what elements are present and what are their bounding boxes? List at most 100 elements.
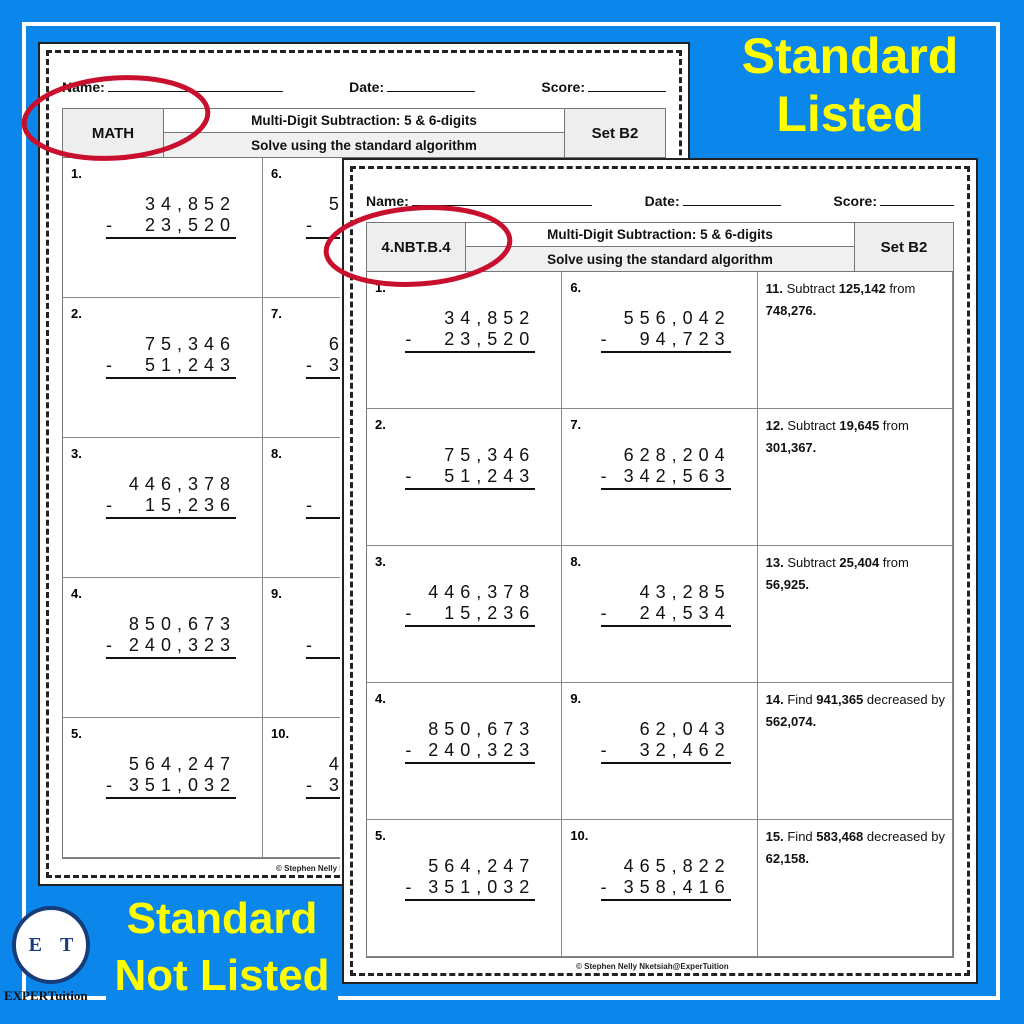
minus-sign: - — [106, 495, 118, 515]
set-label: Set B2 — [591, 124, 639, 142]
word-problem: 15. Find 583,468 decreased by 62,158. — [765, 829, 945, 866]
standard-code: MATH — [91, 124, 135, 142]
minuend: 628,204 — [623, 445, 731, 465]
problem-cell: 3. 446,378 - 15,236 — [63, 438, 263, 578]
problem-number: 9. — [271, 586, 282, 601]
subtrahend: 51,243 — [144, 355, 236, 375]
problem-number: 6. — [570, 280, 582, 295]
minus-sign: - — [405, 877, 418, 897]
worksheet-title: Multi-Digit Subtraction: 5 & 6-digits — [163, 109, 565, 133]
problem-grid: 1. 34,852 - 23,520 2. 75,346 - 51,243 3. 4… — [366, 272, 954, 958]
problem-grid: 1. 34,852 - 23,520 2. 75,346 - 51,243 3. 4… — [62, 158, 340, 859]
minus-sign: - — [600, 466, 613, 486]
subtraction-problem: 628,204 -342,563 — [600, 445, 731, 490]
minus-sign: - — [306, 495, 318, 515]
problem-number: 10. — [271, 726, 290, 741]
label-line: Listed — [776, 85, 924, 142]
problem-cell: 5. 564,247 -351,032 — [63, 718, 263, 858]
worksheet-title: Multi-Digit Subtraction: 5 & 6-digits — [465, 223, 855, 247]
minus-sign: - — [405, 466, 418, 486]
date-field[interactable]: Date: — [349, 78, 476, 95]
minuend: 556,042 — [623, 308, 731, 328]
subtraction-problem: 465,822 -358,416 — [600, 856, 731, 901]
subtrahend: 351,032 — [428, 877, 536, 897]
minus-sign: - — [306, 215, 318, 235]
subtrahend: 15,236 — [444, 603, 536, 623]
subtrahend: 23,520 — [144, 215, 236, 235]
problem-number: 6. — [271, 166, 282, 181]
subtraction-problem: 62,043 -32,462 — [600, 719, 731, 764]
word-problem-cell: 12. Subtract 19,645 from 301,367. — [757, 409, 953, 546]
name-field[interactable]: Name: — [62, 78, 283, 95]
problem-number: 1. — [375, 280, 386, 295]
minus-sign: - — [306, 635, 318, 655]
white-frame — [22, 22, 1000, 1000]
minus-sign: - — [405, 329, 418, 349]
problem-cell: 6. 556,042 -94,723 — [263, 158, 340, 298]
name-row: Name: Date: Score: — [366, 192, 954, 209]
name-field[interactable]: Name: — [366, 192, 592, 209]
subtrahend: 240,323 — [128, 635, 236, 655]
word-problem-cell: 11. Subtract 125,142 from 748,276. — [757, 272, 953, 409]
problem-number: 7. — [570, 417, 582, 432]
problem-number: 9. — [570, 691, 582, 706]
score-field[interactable]: Score: — [833, 192, 954, 209]
minus-sign: - — [600, 877, 613, 897]
subtraction-problem: 75,346 - 51,243 — [405, 445, 536, 490]
copyright-footer: © Stephen Nelly Nketsiah@ExperTuition — [576, 962, 729, 971]
problem-number: 4. — [375, 691, 386, 706]
problem-cell: 1. 34,852 - 23,520 — [63, 158, 263, 298]
problem-number: 8. — [570, 554, 582, 569]
minus-sign: - — [106, 775, 118, 795]
problem-cell: 7. 628,204 -342,563 — [562, 409, 758, 546]
minus-sign: - — [405, 740, 418, 760]
minuend: 34,852 — [444, 308, 536, 328]
problem-number: 5. — [71, 726, 82, 741]
problem-number: 4. — [71, 586, 82, 601]
word-problem: 13. Subtract 25,404 from 56,925. — [765, 555, 909, 592]
logo-letter: E — [28, 933, 42, 956]
header-table: 4.NBT.B.4 Multi-Digit Subtraction: 5 & 6… — [366, 222, 954, 272]
minus-sign: - — [106, 355, 118, 375]
minuend: 43,285 — [306, 474, 340, 495]
problem-cell: 7. 628,204 -342,563 — [263, 298, 340, 438]
label-standard-listed: Standard Listed — [715, 28, 985, 143]
subtraction-problem: 465,822 -358,416 — [306, 754, 340, 799]
minus-sign: - — [600, 740, 613, 760]
minuend: 465,822 — [328, 754, 340, 774]
problem-cell: 6. 556,042 -94,723 — [562, 272, 758, 409]
problem-cell: 8. 43,285 - 24,534 — [562, 546, 758, 683]
label-line: Standard — [741, 28, 959, 84]
score-field[interactable]: Score: — [541, 78, 666, 95]
subtraction-problem: 446,378 - 15,236 — [106, 474, 236, 519]
subtrahend: 351,032 — [128, 775, 236, 795]
subtrahend: 23,520 — [444, 329, 536, 349]
logo-letter: T — [60, 933, 74, 956]
subtraction-problem: 75,346 - 51,243 — [106, 334, 236, 379]
subtraction-problem: 34,852 - 23,520 — [106, 194, 236, 239]
subtrahend: 24,534 — [639, 603, 731, 623]
problem-cell: 3. 446,378 - 15,236 — [367, 546, 563, 683]
copyright-footer: © Stephen Nelly Nketsiah@ExperTuition — [276, 864, 340, 873]
worksheet-subtitle: Solve using the standard algorithm — [465, 247, 855, 271]
date-field[interactable]: Date: — [645, 192, 781, 209]
subtraction-problem: 62,043 -32,462 — [306, 614, 340, 659]
problem-cell: 9. 62,043 -32,462 — [263, 578, 340, 718]
problem-cell: 2. 75,346 - 51,243 — [367, 409, 563, 546]
worksheet-subtitle: Solve using the standard algorithm — [163, 133, 565, 157]
minus-sign: - — [306, 355, 318, 375]
subtrahend: 358,416 — [328, 775, 340, 795]
subtrahend: 240,323 — [428, 740, 536, 760]
word-problem: 12. Subtract 19,645 from 301,367. — [765, 418, 909, 455]
subtraction-problem: 850,673 -240,323 — [405, 719, 536, 764]
problem-number: 7. — [271, 306, 282, 321]
subtrahend: 15,236 — [144, 495, 236, 515]
header-table: MATH Multi-Digit Subtraction: 5 & 6-digi… — [62, 108, 666, 158]
subtrahend: 358,416 — [623, 877, 731, 897]
subtrahend: 94,723 — [639, 329, 731, 349]
subtrahend: 342,563 — [328, 355, 340, 375]
problem-number: 10. — [570, 828, 589, 843]
subtraction-problem: 34,852 - 23,520 — [405, 308, 536, 353]
set-label: Set B2 — [880, 238, 928, 256]
word-problem-cell: 15. Find 583,468 decreased by 62,158. — [757, 820, 953, 957]
